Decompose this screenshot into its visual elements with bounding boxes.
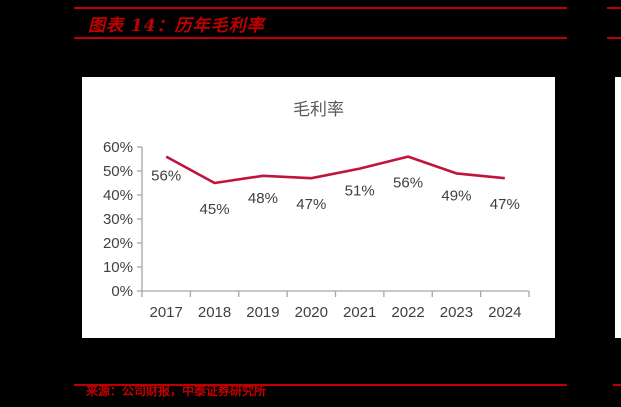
y-tick-label: 40%: [103, 187, 133, 204]
y-tick-label: 20%: [103, 235, 133, 252]
header-top-rule-right: [607, 7, 621, 9]
y-tick-label: 0%: [111, 283, 133, 300]
y-tick-label: 30%: [103, 211, 133, 228]
data-label: 48%: [248, 190, 278, 207]
x-tick-label: 2020: [295, 304, 328, 321]
source-note: 来源：公司财报，中泰证券研究所: [86, 384, 267, 398]
data-label: 47%: [296, 196, 326, 213]
x-tick-label: 2021: [343, 304, 376, 321]
y-tick-label: 10%: [103, 259, 133, 276]
x-tick-label: 2017: [150, 304, 183, 321]
header-bottom-rule-right: [607, 37, 621, 39]
chart-panel: 毛利率 0% 10% 20% 30% 40% 50% 60% 2017 2018 2019 2020…: [82, 77, 555, 338]
data-label: 47%: [490, 196, 520, 213]
y-tick-label: 50%: [103, 163, 133, 180]
line-chart: 0% 10% 20% 30% 40% 50% 60% 2017 2018 2019 2020 2021…: [103, 139, 530, 321]
adjacent-chart-panel-edge: [615, 77, 621, 338]
y-tick-label: 60%: [103, 139, 133, 156]
data-label: 56%: [393, 175, 423, 192]
x-tick-label: 2024: [488, 304, 521, 321]
series-line: [165, 155, 505, 185]
data-label: 49%: [441, 187, 471, 204]
footer-rule-right: [613, 384, 621, 386]
data-label: 45%: [200, 201, 230, 218]
x-tick-label: 2019: [246, 304, 279, 321]
footer-rule: [74, 384, 567, 386]
x-tick-label: 2022: [391, 304, 424, 321]
chart-title: 毛利率: [293, 100, 344, 120]
x-tick-label: 2018: [198, 304, 231, 321]
figure-title: 图表 14：历年毛利率: [88, 16, 265, 36]
header-top-rule: [74, 7, 567, 9]
data-label: 51%: [345, 183, 375, 200]
data-label: 56%: [151, 168, 181, 185]
x-tick-label: 2023: [440, 304, 473, 321]
header-bottom-rule: [74, 37, 567, 39]
